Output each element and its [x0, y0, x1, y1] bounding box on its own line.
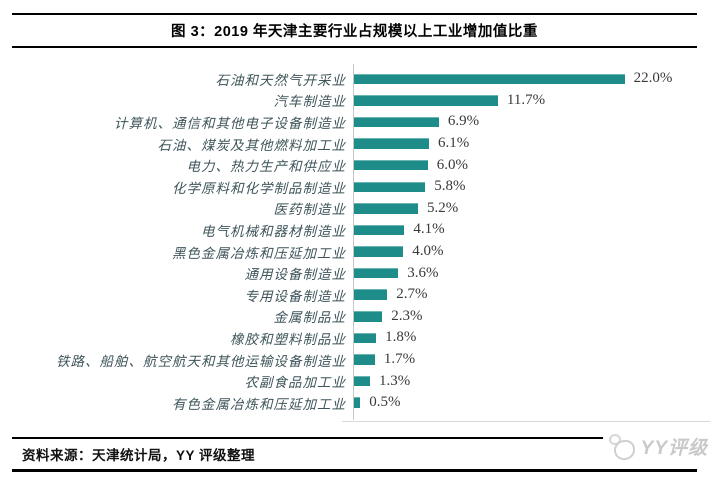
- chart-row: 黑色金属冶炼和压延加工业 4.0%: [12, 241, 712, 263]
- value-label: 22.0%: [633, 70, 673, 87]
- value-label: 2.7%: [396, 286, 428, 303]
- bar-track: 2.7%: [354, 284, 712, 306]
- chart-row: 农副食品加工业 1.3%: [12, 370, 712, 392]
- bar: [354, 159, 428, 171]
- value-label: 3.6%: [407, 264, 439, 281]
- category-label: 石油和天然气开采业: [215, 72, 346, 88]
- yy-doodle-logo-icon: [607, 431, 637, 462]
- bar: [354, 73, 625, 85]
- bar-track: 5.2%: [354, 198, 712, 220]
- chart-row: 石油、煤炭及其他燃料加工业 6.1%: [12, 133, 712, 155]
- bar-track: 22.0%: [354, 68, 712, 90]
- bar-track: 4.0%: [354, 241, 712, 263]
- category-label: 金属制品业: [273, 310, 346, 326]
- bar-track: 6.0%: [354, 154, 712, 176]
- bar-track: 3.6%: [354, 262, 712, 284]
- bar: [354, 203, 418, 214]
- bar: [354, 138, 429, 149]
- y-axis-line: [353, 64, 354, 420]
- value-label: 6.0%: [436, 156, 469, 173]
- bar: [354, 246, 404, 257]
- bar: [354, 224, 405, 236]
- watermark: YY评级: [602, 429, 712, 463]
- value-label: 4.1%: [413, 221, 445, 238]
- bar: [354, 397, 361, 408]
- chart-row: 汽车制造业 11.7%: [12, 90, 712, 112]
- category-label: 有色金属冶炼和压延加工业: [172, 396, 346, 412]
- bar: [354, 311, 383, 322]
- bar-chart-rows: 石油和天然气开采业 22.0% 汽车制造业 11.7% 计算机、通信和其他电子设备制造业…: [12, 62, 712, 414]
- bar-track: 1.7%: [354, 349, 712, 371]
- value-label: 5.8%: [434, 178, 466, 195]
- bar-track: 0.5%: [354, 392, 712, 414]
- bar: [354, 267, 399, 279]
- category-label: 石油、煤炭及其他燃料加工业: [157, 137, 346, 153]
- source-note: 资料来源：天津统计局，YY 评级整理: [22, 448, 256, 463]
- bar-track: 11.7%: [354, 90, 712, 112]
- bar-track: 6.1%: [354, 133, 712, 155]
- category-label: 黑色金属冶炼和压延加工业: [172, 245, 346, 261]
- bar-chart: 石油和天然气开采业 22.0% 汽车制造业 11.7% 计算机、通信和其他电子设备制造业…: [12, 62, 712, 424]
- category-label: 计算机、通信和其他电子设备制造业: [114, 115, 346, 131]
- value-label: 6.9%: [447, 113, 480, 130]
- footer-divider-rule: [12, 437, 697, 439]
- category-label: 橡胶和塑料制品业: [230, 331, 346, 347]
- chart-row: 石油和天然气开采业 22.0%: [12, 68, 712, 90]
- category-label: 医药制造业: [273, 202, 346, 218]
- watermark-text: YY评级: [640, 437, 708, 459]
- chart-row: 专用设备制造业 2.7%: [12, 284, 712, 306]
- value-label: 4.0%: [412, 243, 444, 260]
- value-label: 1.3%: [379, 372, 411, 389]
- bar: [354, 95, 498, 106]
- value-label: 2.3%: [391, 307, 423, 324]
- category-label: 通用设备制造业: [244, 267, 346, 283]
- bar-track: 4.1%: [354, 219, 712, 241]
- value-label: 6.1%: [438, 135, 470, 152]
- chart-row: 有色金属冶炼和压延加工业 0.5%: [12, 392, 712, 414]
- category-label: 专用设备制造业: [244, 288, 346, 304]
- bar-track: 5.8%: [354, 176, 712, 198]
- figure-title: 图 3：2019 年天津主要行业占规模以上工业增加值比重: [171, 24, 538, 40]
- value-label: 5.2%: [427, 199, 459, 216]
- bar-track: 2.3%: [354, 306, 712, 328]
- value-label: 1.7%: [383, 351, 416, 368]
- chart-row: 电气机械和器材制造业 4.1%: [12, 219, 712, 241]
- category-label: 农副食品加工业: [244, 375, 346, 391]
- bar: [354, 375, 370, 387]
- chart-row: 化学原料和化学制品制造业 5.8%: [12, 176, 712, 198]
- chart-row: 计算机、通信和其他电子设备制造业 6.9%: [12, 111, 712, 133]
- bar-track: 1.3%: [354, 370, 712, 392]
- category-label: 汽车制造业: [273, 94, 346, 110]
- chart-row: 电力、热力生产和供应业 6.0%: [12, 154, 712, 176]
- value-label: 1.8%: [385, 329, 417, 346]
- chart-row: 金属制品业 2.3%: [12, 306, 712, 328]
- category-label: 化学原料和化学制品制造业: [172, 180, 346, 196]
- bottom-rule: [12, 469, 697, 472]
- category-label: 电气机械和器材制造业: [201, 223, 346, 239]
- bar: [354, 116, 439, 128]
- chart-row: 橡胶和塑料制品业 1.8%: [12, 327, 712, 349]
- bar-track: 6.9%: [354, 111, 712, 133]
- value-label: 0.5%: [369, 394, 401, 411]
- category-label: 铁路、船舶、航空航天和其他运输设备制造业: [56, 353, 346, 369]
- chart-row: 医药制造业 5.2%: [12, 198, 712, 220]
- chart-row: 铁路、船舶、航空航天和其他运输设备制造业 1.7%: [12, 349, 712, 371]
- title-divider-rule: [12, 46, 697, 48]
- value-label: 11.7%: [506, 91, 546, 108]
- bar: [354, 289, 388, 300]
- category-label: 电力、热力生产和供应业: [186, 159, 346, 175]
- bar: [354, 354, 375, 365]
- bar-track: 1.8%: [354, 327, 712, 349]
- top-rule: [12, 13, 697, 15]
- bar: [354, 332, 377, 344]
- chart-row: 通用设备制造业 3.6%: [12, 262, 712, 284]
- x-axis-line: [342, 421, 710, 422]
- bar: [354, 181, 426, 193]
